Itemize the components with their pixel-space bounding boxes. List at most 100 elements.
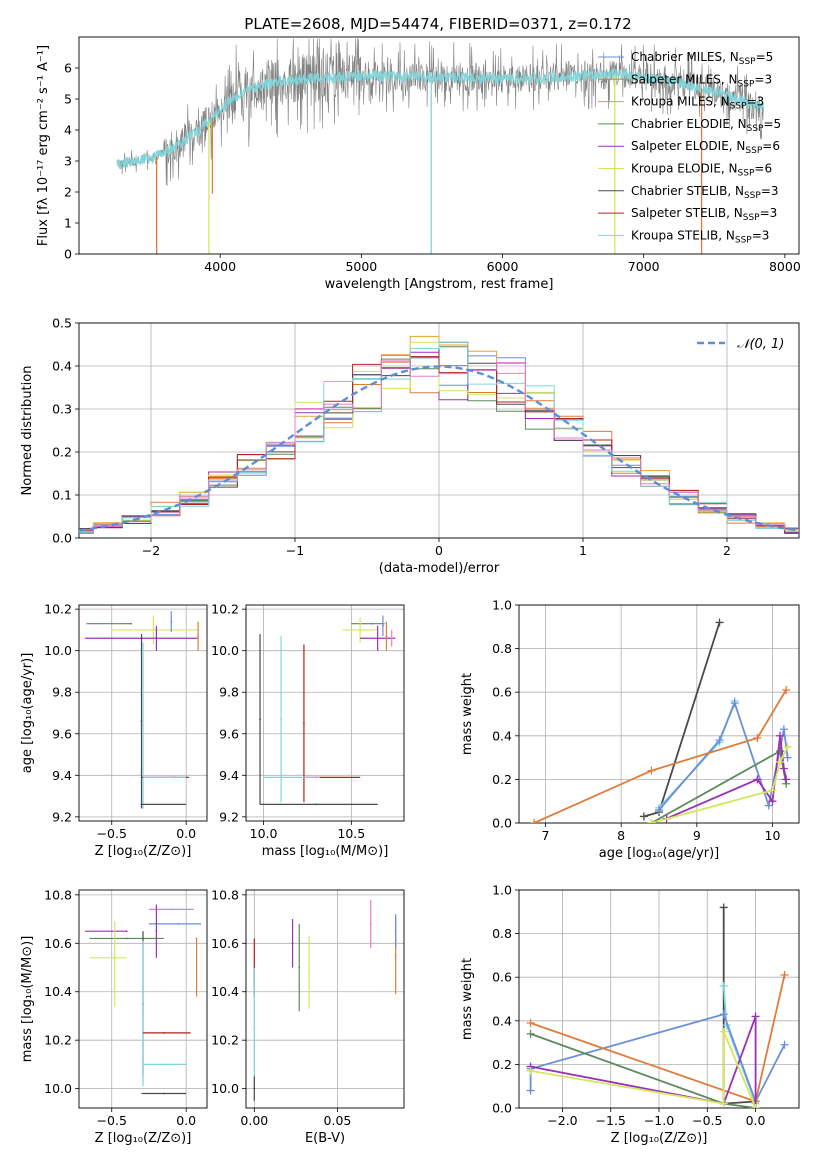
- errorbar-data: [84, 904, 202, 1095]
- x-axis-label: wavelength [Angstrom, rest frame]: [325, 277, 554, 292]
- x-tick-label: 10.0: [250, 826, 278, 841]
- errorbar-point: [170, 908, 173, 911]
- legend-subscript: SSP: [745, 146, 762, 156]
- y-tick-label: 10.0: [211, 1081, 239, 1096]
- y-tick-label: 0.8: [492, 641, 512, 656]
- x-tick-label: 0.0: [746, 1113, 766, 1128]
- y-axis-label: mass weight: [460, 673, 475, 755]
- errorbar-point: [385, 635, 388, 638]
- axes-frame: [78, 322, 800, 539]
- residuals-data: [79, 335, 799, 534]
- weight-point-marker: [526, 1018, 535, 1027]
- y-tick-label: 0.5: [52, 316, 72, 331]
- errorbar-point: [140, 720, 143, 723]
- y-tick-label: 0.0: [492, 816, 512, 831]
- weight-point-marker: [780, 1040, 789, 1049]
- y-axis-label: age [log₁₀(age/yr)]: [20, 653, 35, 774]
- y-tick-label: 1: [64, 216, 72, 231]
- x-tick-label: −1: [286, 543, 304, 558]
- x-tick-label: −0.5: [97, 826, 127, 841]
- x-axis-label: Z [log₁₀(Z/Z⊙)]: [95, 844, 192, 859]
- errorbar-data: [84, 611, 199, 809]
- errorbar-point: [371, 622, 374, 625]
- x-tick-label: −1.0: [644, 1113, 674, 1128]
- errorbar-point: [125, 930, 128, 933]
- errorbar-point: [297, 776, 300, 779]
- legend-label: Kroupa MILES, N: [631, 95, 730, 109]
- y-tick-label: 0.0: [52, 531, 72, 546]
- weight-point-marker: [530, 819, 539, 823]
- y-tick-label: 0.1: [52, 488, 72, 503]
- errorbar-point: [161, 776, 164, 779]
- weight-point-marker: [751, 1104, 760, 1108]
- y-tick-label: 0.8: [492, 926, 512, 941]
- y-tick-label: 2: [64, 185, 72, 200]
- legend-entry: Kroupa ELODIE, NSSP=6: [631, 162, 772, 179]
- errorbar-point: [162, 1092, 165, 1095]
- x-tick-label: −2.0: [547, 1113, 577, 1128]
- weight-series-line: [650, 749, 787, 823]
- y-tick-label: 10.8: [211, 887, 239, 902]
- legend-label: Salpeter ELODIE, N: [631, 139, 745, 153]
- errorbar-point: [113, 956, 116, 959]
- x-tick-label: 0.00: [240, 1113, 268, 1128]
- errorbar-point: [253, 1027, 256, 1029]
- x-axis-label: mass [log₁₀(M/M⊙)]: [262, 844, 389, 859]
- legend-entry: Kroupa STELIB, NSSP=3: [631, 228, 769, 245]
- y-axis-label: Flux [fλ 10⁻¹⁷ erg cm⁻² s⁻¹ A⁻¹]: [36, 45, 51, 246]
- x-axis-label: (data-model)/error: [379, 561, 500, 576]
- axes-frame: [518, 889, 800, 1109]
- errorbar-point: [162, 1032, 165, 1034]
- spectrum-data: [116, 38, 764, 254]
- y-tick-label: 10.0: [44, 1081, 72, 1096]
- weight-point-marker: [526, 1086, 535, 1095]
- errorbar-data: [259, 615, 396, 806]
- weight-point-marker: [715, 736, 724, 745]
- y-tick-label: 0.3: [52, 402, 72, 417]
- y-tick-label: 0.4: [492, 1013, 512, 1028]
- y-axis-label: mass weight: [460, 958, 475, 1040]
- mass-weight-vs-age-panel: 7 8 9 10 0.0 0.2 0.4 0.6 0.8 1.0 age [log₁₀(age/yr…: [460, 598, 800, 861]
- axes-frame: [245, 889, 405, 1109]
- y-tick-label: 10.2: [44, 1033, 72, 1048]
- errorbar-point: [359, 629, 362, 631]
- errorbar-point: [253, 1087, 256, 1090]
- weight-point-marker: [715, 618, 724, 627]
- axes-frame: [78, 36, 800, 255]
- x-tick-label: 1: [579, 543, 587, 558]
- residuals-panel: −2 −1 0 1 2 0.0 0.1 0.2 0.3 0.4 0.5 (data-model)/er…: [20, 316, 800, 576]
- y-axis-label: Normed distribution: [20, 366, 35, 496]
- x-tick-label: 6000: [487, 259, 519, 274]
- y-tick-label: 0.2: [492, 772, 512, 787]
- weight-point-marker: [730, 699, 739, 708]
- y-tick-label: 9.2: [52, 809, 72, 824]
- y-tick-label: 10.6: [211, 936, 239, 951]
- weight-point-marker: [776, 757, 785, 766]
- errorbar-point: [259, 718, 261, 721]
- legend-suffix: =3: [747, 95, 765, 109]
- legend-subscript: SSP: [747, 124, 764, 134]
- weight-series-line: [530, 974, 786, 1103]
- axes-frame: [245, 604, 405, 822]
- spectrum-panel: 4000 5000 6000 7000 8000 0 1 2 3 4 5 6 wavelength [A…: [36, 36, 801, 292]
- y-tick-label: 10.2: [211, 1033, 239, 1048]
- errorbar-point: [142, 724, 144, 727]
- weight-point-marker: [768, 797, 777, 806]
- errorbar-point: [315, 803, 318, 806]
- legend-suffix: =5: [756, 50, 774, 64]
- errorbar-data: [253, 899, 397, 1101]
- errorbar-point: [369, 923, 372, 925]
- legend-entry: Salpeter ELODIE, NSSP=6: [631, 139, 780, 156]
- weight-point-marker: [753, 775, 762, 784]
- weight-point-marker: [719, 903, 728, 912]
- y-tick-label: 10.4: [211, 984, 239, 999]
- errorbar-point: [130, 622, 132, 625]
- weight-point-marker: [780, 971, 789, 980]
- x-tick-label: 10.5: [337, 826, 365, 841]
- errorbar-point: [197, 635, 199, 638]
- mass-vs-Z-panel: −0.5 0.0 10.0 10.2 10.4 10.6 10.8 Z [log₁₀(Z/Z⊙…: [20, 887, 208, 1146]
- legend-suffix: =6: [754, 162, 772, 176]
- y-tick-label: 4: [64, 123, 72, 138]
